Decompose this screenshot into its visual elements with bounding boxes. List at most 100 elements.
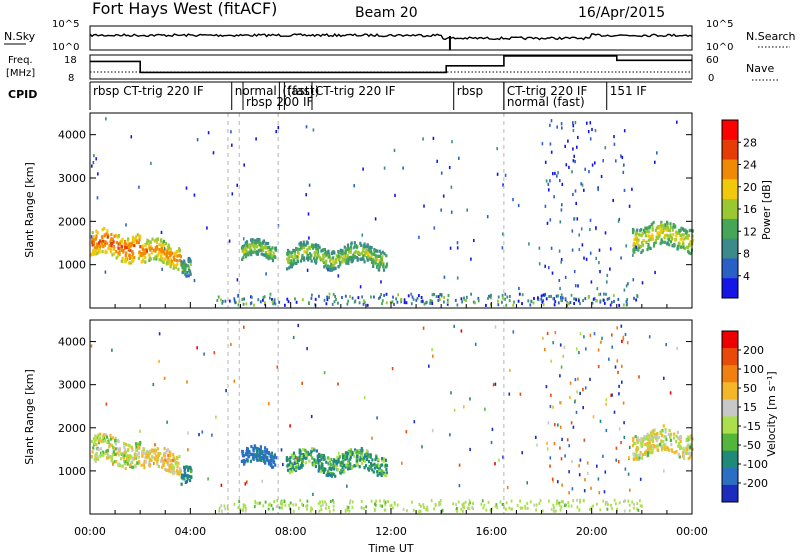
- echo-cell: [238, 500, 241, 504]
- echo-cell: [526, 481, 528, 485]
- echo-cell: [363, 242, 366, 246]
- echo-cell: [579, 332, 582, 336]
- echo-cell: [220, 298, 222, 302]
- echo-cell: [640, 444, 644, 449]
- echo-cell: [683, 247, 686, 251]
- echo-cell: [661, 224, 664, 228]
- echo-cell: [623, 163, 625, 167]
- echo-cell: [374, 458, 377, 462]
- echo-cell: [335, 257, 338, 261]
- echo-cell: [287, 260, 290, 264]
- echo-cell: [167, 256, 170, 260]
- echo-cell: [141, 450, 144, 454]
- time-axis-label: Time UT: [367, 542, 413, 554]
- echo-cell: [185, 480, 188, 484]
- echo-cell: [487, 500, 490, 504]
- freq-label: Freq.: [8, 55, 33, 66]
- echo-cell: [418, 235, 420, 239]
- echo-cell: [323, 265, 326, 269]
- echo-cell: [669, 222, 672, 226]
- echo-cell: [189, 262, 192, 266]
- echo-cell: [358, 465, 361, 469]
- echo-cell: [155, 238, 158, 242]
- echo-cell: [501, 293, 504, 297]
- echo-cell: [637, 248, 640, 252]
- echo-cell: [572, 147, 574, 151]
- echo-cell: [542, 293, 545, 297]
- echo-cell: [317, 244, 320, 248]
- echo-cell: [99, 447, 102, 451]
- echo-cell: [650, 451, 653, 455]
- echo-cell: [138, 185, 140, 189]
- echo-cell: [370, 251, 373, 255]
- echo-cell: [126, 448, 129, 453]
- echo-cell: [242, 503, 245, 507]
- echo-cell: [560, 122, 563, 126]
- echo-cell: [559, 286, 561, 291]
- freq-tick-bottom: 8: [68, 73, 74, 84]
- echo-cell: [545, 297, 548, 301]
- echo-cell: [384, 473, 387, 477]
- echo-cell: [167, 454, 170, 458]
- echo-cell: [381, 302, 383, 306]
- echo-cell: [283, 500, 286, 504]
- echo-cell: [295, 503, 297, 507]
- echo-cell: [418, 509, 420, 513]
- echo-cell: [155, 240, 159, 244]
- echo-cell: [244, 246, 247, 250]
- echo-cell: [130, 465, 133, 469]
- echo-cell: [167, 243, 170, 247]
- echo-cell: [359, 257, 362, 261]
- echo-cell: [559, 343, 562, 347]
- echo-cell: [637, 438, 640, 442]
- echo-cell: [672, 232, 675, 237]
- echo-cell: [240, 459, 243, 463]
- x-tick-label: 00:00: [74, 525, 106, 538]
- echo-cell: [161, 250, 164, 254]
- echo-cell: [616, 359, 619, 363]
- echo-cell: [379, 295, 381, 299]
- echo-cell: [105, 402, 108, 406]
- echo-cell: [670, 442, 673, 447]
- echo-cell: [635, 241, 639, 245]
- echo-cell: [349, 295, 351, 298]
- echo-cell: [127, 261, 131, 265]
- echo-cell: [576, 145, 578, 149]
- echo-cell: [517, 203, 520, 208]
- echo-cell: [163, 461, 166, 465]
- echo-cell: [298, 448, 301, 452]
- echo-cell: [688, 437, 691, 442]
- echo-cell: [644, 442, 647, 447]
- beam-label: Beam 20: [355, 5, 418, 21]
- echo-cell: [385, 292, 388, 296]
- echo-cell: [664, 226, 667, 230]
- echo-cell: [604, 502, 607, 506]
- echo-cell: [573, 217, 576, 221]
- echo-cell: [640, 456, 643, 460]
- echo-cell: [574, 160, 576, 164]
- echo-cell: [148, 458, 151, 462]
- echo-cell: [331, 251, 334, 255]
- noise-right-label: N.Search: [746, 30, 796, 43]
- echo-cell: [647, 453, 650, 457]
- echo-cell: [678, 242, 681, 246]
- echo-cell: [187, 431, 189, 435]
- echo-cell: [682, 233, 685, 237]
- echo-cell: [175, 461, 178, 465]
- echo-cell: [551, 477, 554, 481]
- echo-cell: [376, 469, 379, 474]
- echo-cell: [549, 218, 552, 222]
- echo-cell: [652, 220, 655, 225]
- echo-cell: [456, 241, 459, 245]
- echo-cell: [112, 450, 115, 454]
- echo-cell: [672, 436, 676, 440]
- echo-cell: [306, 247, 309, 252]
- echo-cell: [639, 451, 642, 455]
- echo-cell: [654, 160, 656, 164]
- echo-cell: [649, 444, 652, 448]
- echo-cell: [568, 444, 570, 448]
- echo-cell: [148, 253, 151, 257]
- echo-cell: [420, 296, 423, 299]
- echo-cell: [578, 351, 580, 355]
- echo-cell: [625, 303, 628, 307]
